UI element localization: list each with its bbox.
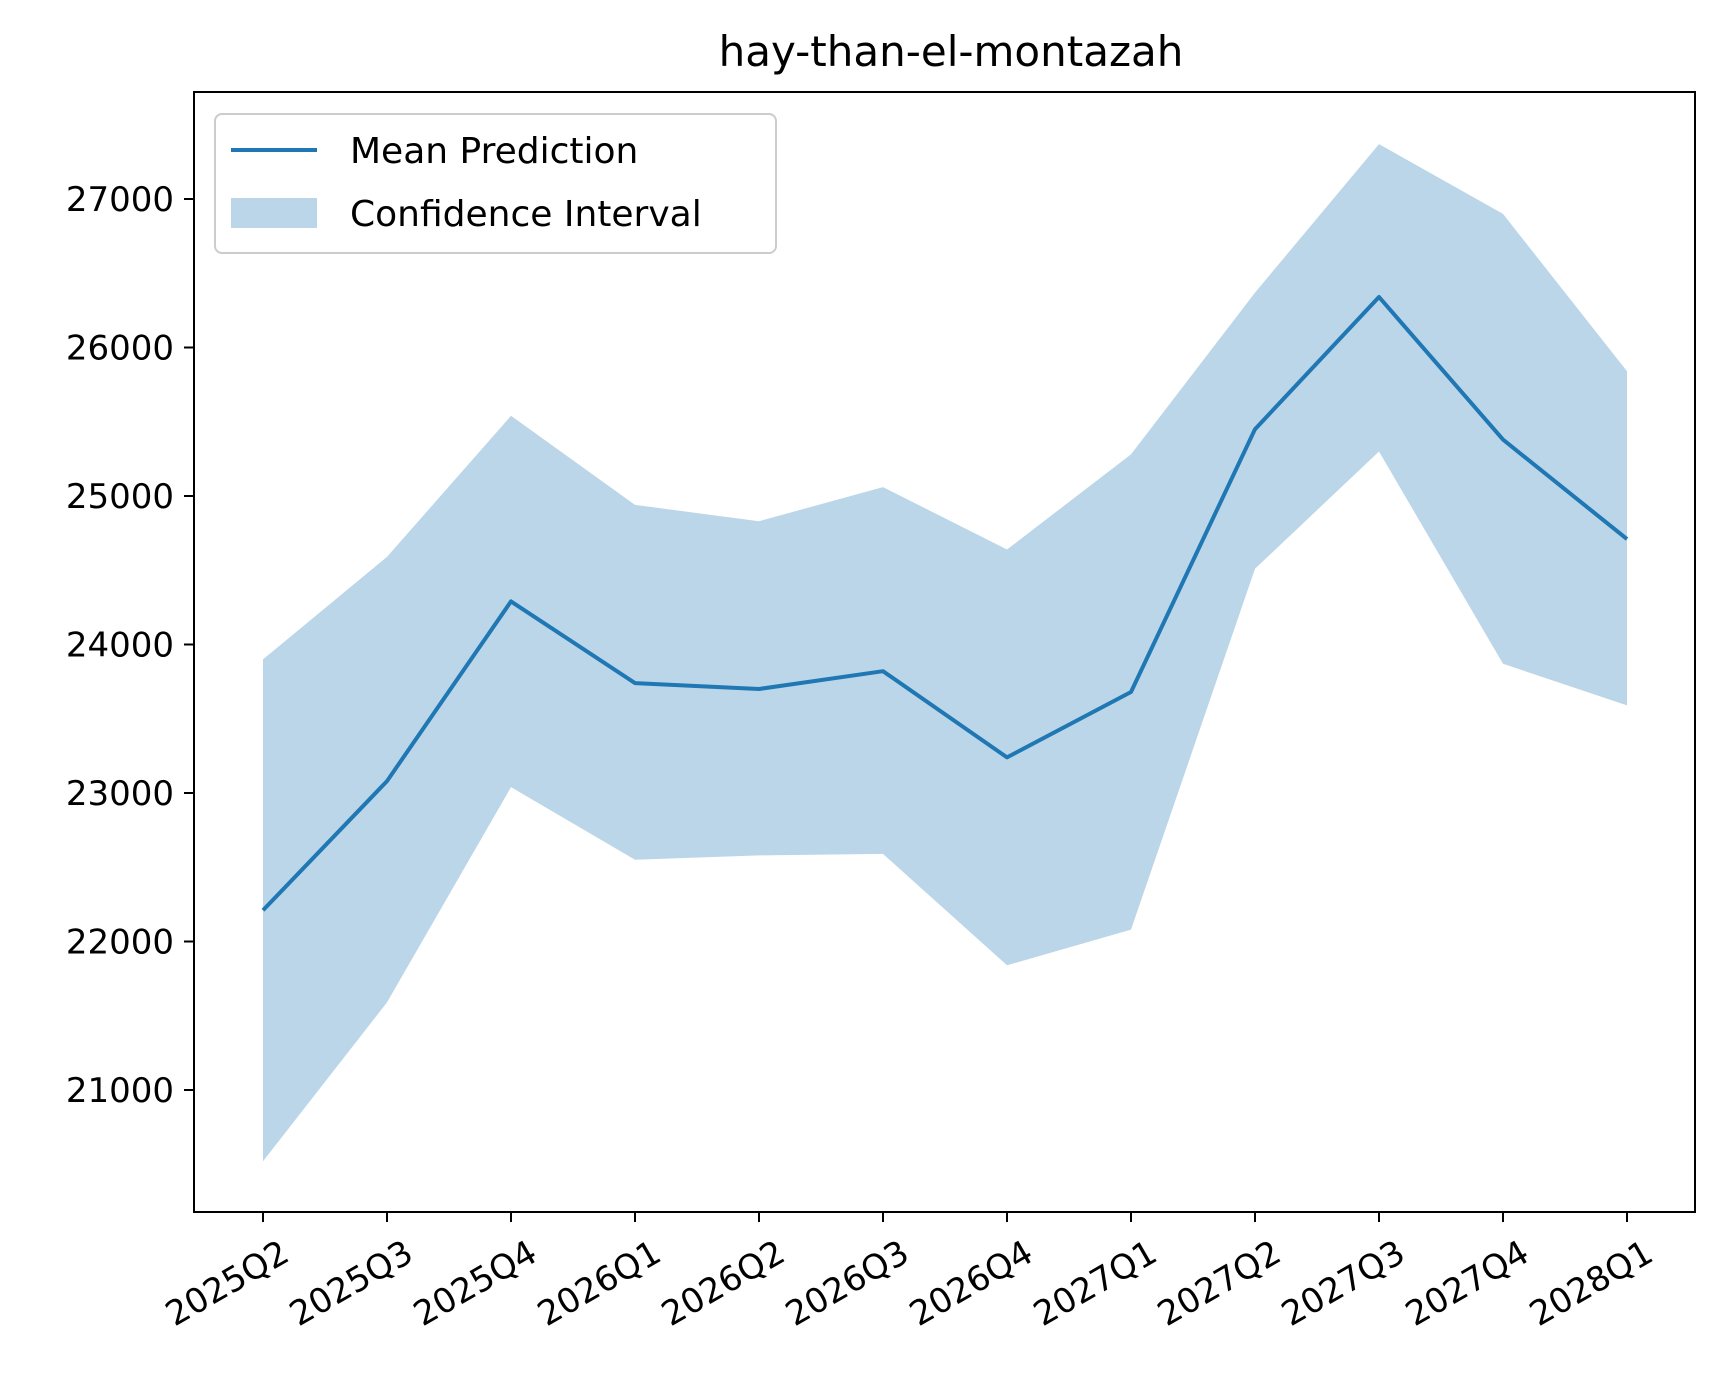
x-tick-label: 2027Q1 bbox=[1027, 1233, 1164, 1335]
y-tick-label: 23000 bbox=[66, 774, 174, 814]
x-tick-label: 2028Q1 bbox=[1523, 1233, 1660, 1335]
x-tick-label: 2026Q3 bbox=[779, 1233, 916, 1335]
x-tick-label: 2025Q4 bbox=[407, 1233, 544, 1335]
y-tick-label: 26000 bbox=[66, 329, 174, 369]
legend-label-mean: Mean Prediction bbox=[350, 131, 638, 172]
mean-prediction-line bbox=[261, 295, 1629, 912]
chart-title: hay-than-el-montazah bbox=[719, 27, 1184, 76]
y-tick-label: 24000 bbox=[66, 626, 174, 666]
plot-area-frame bbox=[193, 91, 1696, 1213]
x-tick-label: 2025Q2 bbox=[159, 1233, 296, 1335]
y-tick-label: 25000 bbox=[66, 477, 174, 517]
x-tick-label: 2026Q1 bbox=[531, 1233, 668, 1335]
x-tick-label: 2027Q2 bbox=[1151, 1233, 1288, 1335]
confidence-band-layer bbox=[263, 144, 1627, 1162]
x-tick-label: 2026Q2 bbox=[655, 1233, 792, 1335]
legend-frame bbox=[214, 113, 777, 254]
x-tick-label: 2026Q4 bbox=[903, 1233, 1040, 1335]
legend-label-ci: Confidence Interval bbox=[350, 194, 702, 235]
x-tick-label: 2027Q4 bbox=[1399, 1233, 1536, 1335]
legend-band-swatch bbox=[231, 198, 317, 228]
y-tick-label: 22000 bbox=[66, 923, 174, 963]
mean-line-layer bbox=[261, 295, 1629, 912]
y-axis: 21000 22000 23000 24000 25000 26000 27000 bbox=[66, 180, 194, 1111]
x-axis: 2025Q22025Q32025Q42026Q12026Q22026Q32026… bbox=[159, 1212, 1660, 1335]
x-tick-label: 2025Q3 bbox=[283, 1233, 420, 1335]
y-tick-label: 21000 bbox=[66, 1071, 174, 1111]
x-tick-label: 2027Q3 bbox=[1275, 1233, 1412, 1335]
y-tick-label: 27000 bbox=[66, 180, 174, 220]
confidence-interval-band bbox=[263, 144, 1627, 1162]
legend: Mean Prediction Confidence Interval bbox=[214, 113, 777, 254]
